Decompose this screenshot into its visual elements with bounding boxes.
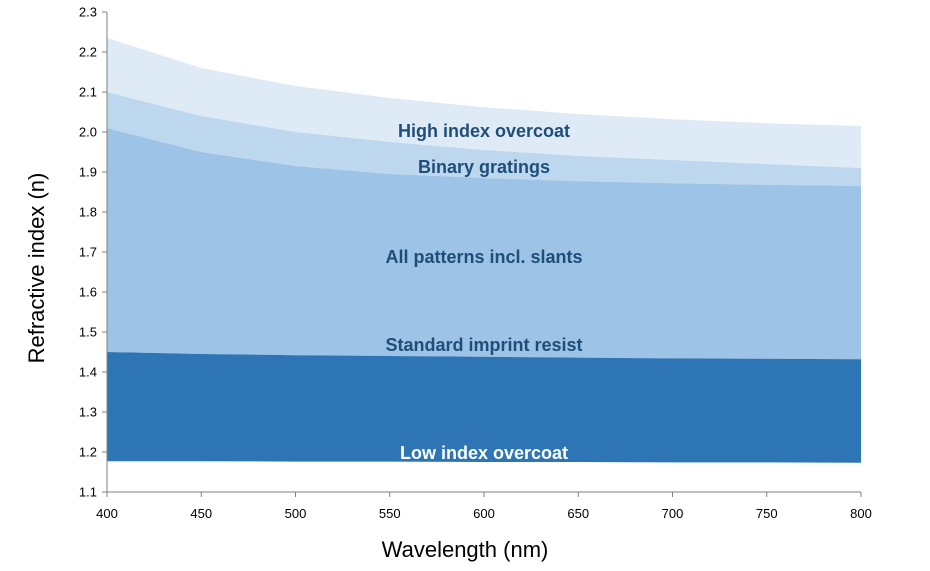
y-tick-label: 1.8	[79, 205, 97, 220]
x-tick-label: 650	[567, 506, 589, 521]
y-tick-label: 1.6	[79, 285, 97, 300]
y-tick-label: 1.1	[79, 485, 97, 500]
x-tick-label: 700	[662, 506, 684, 521]
band-all-patterns-incl-slants	[107, 128, 861, 360]
y-tick-label: 1.2	[79, 445, 97, 460]
y-tick-label: 2.2	[79, 45, 97, 60]
x-tick-label: 750	[756, 506, 778, 521]
y-tick-label: 2.3	[79, 5, 97, 20]
y-tick-label: 2.0	[79, 125, 97, 140]
y-tick-label: 1.9	[79, 165, 97, 180]
band-low-index-overcoat	[107, 352, 861, 463]
x-tick-label: 550	[379, 506, 401, 521]
label-binary-gratings: Binary gratings	[418, 157, 550, 177]
y-tick-label: 1.5	[79, 325, 97, 340]
label-high-index-overcoat: High index overcoat	[398, 121, 570, 141]
y-tick-label: 1.3	[79, 405, 97, 420]
band-binary-gratings	[107, 92, 861, 186]
axes: 1.1 1.2 1.3 1.4 1.5 1.6 1.7 1.8 1.9 2.0 2.1 2.2 2.3 4…	[79, 5, 872, 522]
y-tick-label: 1.7	[79, 245, 97, 260]
x-tick-label: 400	[96, 506, 118, 521]
y-tick-label: 1.4	[79, 365, 97, 380]
band-high-index-overcoat	[107, 38, 861, 168]
y-tick-label: 2.1	[79, 85, 97, 100]
x-tick-label: 600	[473, 506, 495, 521]
x-axis-title: Wavelength (nm)	[382, 537, 549, 562]
label-standard-imprint-resist: Standard imprint resist	[385, 335, 582, 355]
x-tick-label: 450	[190, 506, 212, 521]
label-low-index-overcoat: Low index overcoat	[400, 443, 568, 463]
y-axis-title: Refractive index (n)	[24, 173, 49, 364]
x-tick-label: 500	[285, 506, 307, 521]
x-tick-label: 800	[850, 506, 872, 521]
region-labels: High index overcoat Binary gratings All pa…	[385, 121, 582, 463]
band-areas	[107, 38, 861, 463]
label-all-patterns-incl-slants: All patterns incl. slants	[385, 247, 582, 267]
